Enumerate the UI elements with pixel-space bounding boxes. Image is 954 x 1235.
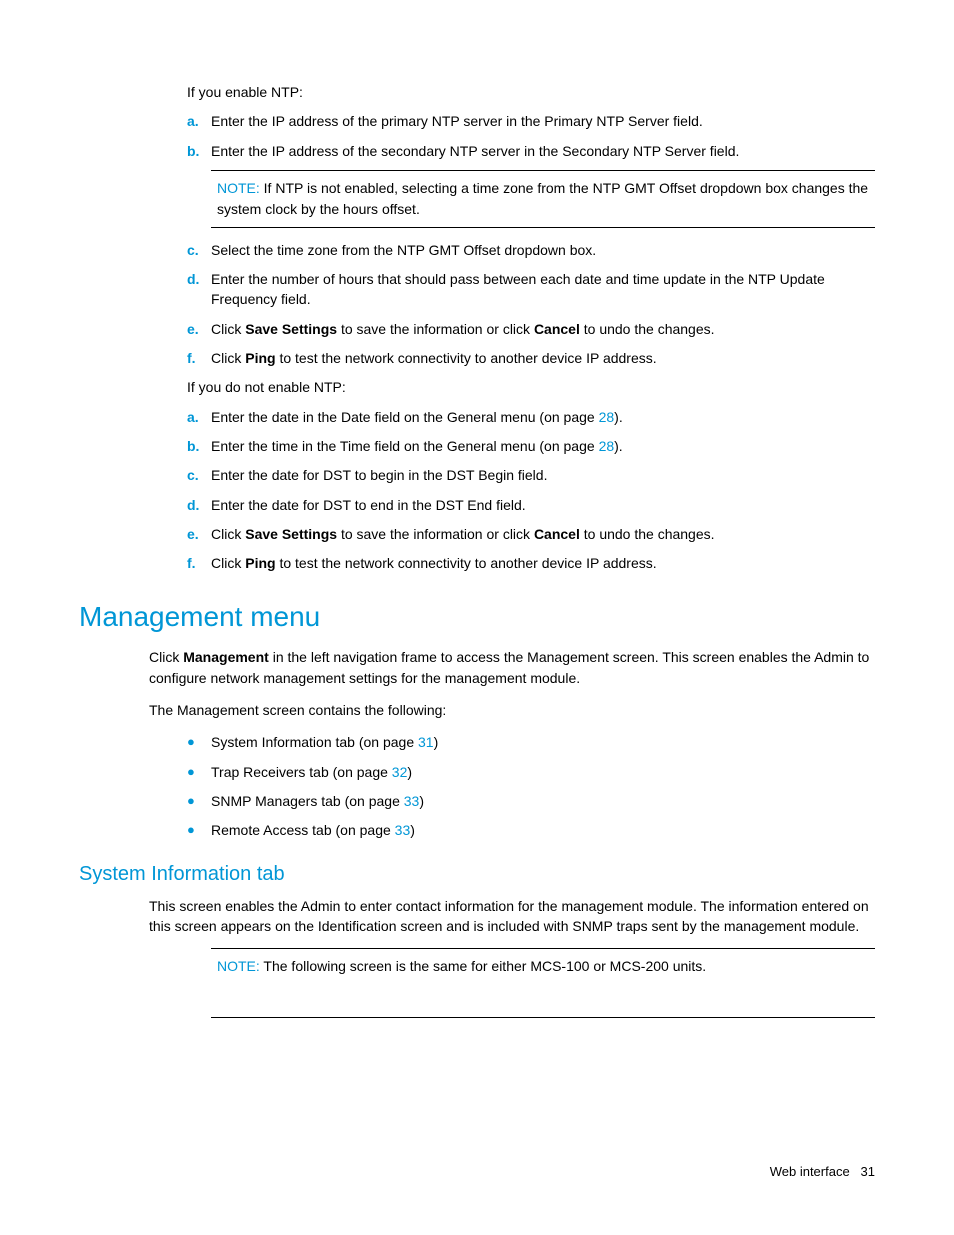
page-link[interactable]: 33 bbox=[395, 822, 411, 838]
list-marker: e. bbox=[187, 524, 199, 544]
list-marker: b. bbox=[187, 436, 199, 456]
list-text: Click Ping to test the network connectiv… bbox=[211, 555, 657, 571]
note-text: If NTP is not enabled, selecting a time … bbox=[217, 180, 868, 217]
heading-system-information: System Information tab bbox=[79, 863, 875, 886]
intro-text-1: If you enable NTP: bbox=[187, 82, 875, 102]
ordered-list-1: a. Enter the IP address of the primary NT… bbox=[187, 111, 875, 161]
bullet-icon: ● bbox=[187, 792, 195, 811]
note-box-2: NOTE: The following screen is the same f… bbox=[211, 948, 875, 1018]
list-item: f. Click Ping to test the network connect… bbox=[187, 348, 875, 368]
list-item: ● Remote Access tab (on page 33) bbox=[187, 820, 875, 840]
note-label: NOTE: bbox=[217, 180, 260, 196]
list-item: ● Trap Receivers tab (on page 32) bbox=[187, 762, 875, 782]
list-text: Enter the time in the Time field on the … bbox=[211, 438, 623, 454]
bullet-icon: ● bbox=[187, 821, 195, 840]
list-text: Enter the date for DST to begin in the D… bbox=[211, 467, 547, 483]
page-link[interactable]: 28 bbox=[599, 438, 615, 454]
list-marker: c. bbox=[187, 240, 199, 260]
page-link[interactable]: 32 bbox=[392, 764, 408, 780]
page-link[interactable]: 33 bbox=[404, 793, 420, 809]
list-marker: f. bbox=[187, 348, 196, 368]
sysinfo-para: This screen enables the Admin to enter c… bbox=[149, 896, 875, 937]
list-item: a. Enter the date in the Date field on th… bbox=[187, 407, 875, 427]
list-item: ● SNMP Managers tab (on page 33) bbox=[187, 791, 875, 811]
list-text: Enter the IP address of the secondary NT… bbox=[211, 143, 739, 159]
list-text: SNMP Managers tab (on page 33) bbox=[211, 793, 424, 809]
ordered-list-1b: c. Select the time zone from the NTP GMT … bbox=[187, 240, 875, 368]
note-box-1: NOTE: If NTP is not enabled, selecting a… bbox=[211, 170, 875, 228]
list-marker: a. bbox=[187, 407, 199, 427]
page-link[interactable]: 28 bbox=[599, 409, 615, 425]
bullet-list: ● System Information tab (on page 31) ● Tr… bbox=[187, 732, 875, 840]
list-text: Trap Receivers tab (on page 32) bbox=[211, 764, 412, 780]
list-marker: b. bbox=[187, 141, 199, 161]
intro-text-2: If you do not enable NTP: bbox=[187, 377, 875, 397]
page-footer: Web interface 31 bbox=[770, 1164, 875, 1179]
list-marker: d. bbox=[187, 269, 199, 289]
note-label: NOTE: bbox=[217, 958, 260, 974]
list-marker: e. bbox=[187, 319, 199, 339]
list-item: d. Enter the date for DST to end in the D… bbox=[187, 495, 875, 515]
list-marker: f. bbox=[187, 553, 196, 573]
list-marker: a. bbox=[187, 111, 199, 131]
heading-management-menu: Management menu bbox=[79, 601, 875, 633]
list-item: b. Enter the time in the Time field on th… bbox=[187, 436, 875, 456]
footer-page-number: 31 bbox=[861, 1164, 875, 1179]
list-text: Enter the date for DST to end in the DST… bbox=[211, 497, 526, 513]
list-item: c. Enter the date for DST to begin in the… bbox=[187, 465, 875, 485]
list-text: Select the time zone from the NTP GMT Of… bbox=[211, 242, 596, 258]
list-item: ● System Information tab (on page 31) bbox=[187, 732, 875, 752]
list-item: e. Click Save Settings to save the inform… bbox=[187, 524, 875, 544]
ordered-list-2: a. Enter the date in the Date field on th… bbox=[187, 407, 875, 574]
note-text: The following screen is the same for eit… bbox=[260, 958, 706, 974]
bullet-icon: ● bbox=[187, 763, 195, 782]
page-content: If you enable NTP: a. Enter the IP addres… bbox=[0, 0, 954, 1018]
list-text: Click Save Settings to save the informat… bbox=[211, 526, 715, 542]
list-text: Click Save Settings to save the informat… bbox=[211, 321, 715, 337]
list-text: Enter the IP address of the primary NTP … bbox=[211, 113, 703, 129]
list-item: a. Enter the IP address of the primary NT… bbox=[187, 111, 875, 131]
list-item: d. Enter the number of hours that should … bbox=[187, 269, 875, 310]
page-link[interactable]: 31 bbox=[418, 734, 434, 750]
list-marker: c. bbox=[187, 465, 199, 485]
list-marker: d. bbox=[187, 495, 199, 515]
list-item: c. Select the time zone from the NTP GMT … bbox=[187, 240, 875, 260]
list-text: System Information tab (on page 31) bbox=[211, 734, 438, 750]
mgmt-intro-para: Click Management in the left navigation … bbox=[149, 647, 875, 688]
list-item: e. Click Save Settings to save the inform… bbox=[187, 319, 875, 339]
list-item: f. Click Ping to test the network connect… bbox=[187, 553, 875, 573]
list-text: Enter the date in the Date field on the … bbox=[211, 409, 623, 425]
footer-label: Web interface bbox=[770, 1164, 850, 1179]
list-text: Remote Access tab (on page 33) bbox=[211, 822, 415, 838]
bullet-icon: ● bbox=[187, 733, 195, 752]
list-text: Click Ping to test the network connectiv… bbox=[211, 350, 657, 366]
list-text: Enter the number of hours that should pa… bbox=[211, 271, 825, 307]
mgmt-contains-para: The Management screen contains the follo… bbox=[149, 700, 875, 720]
list-item: b. Enter the IP address of the secondary … bbox=[187, 141, 875, 161]
